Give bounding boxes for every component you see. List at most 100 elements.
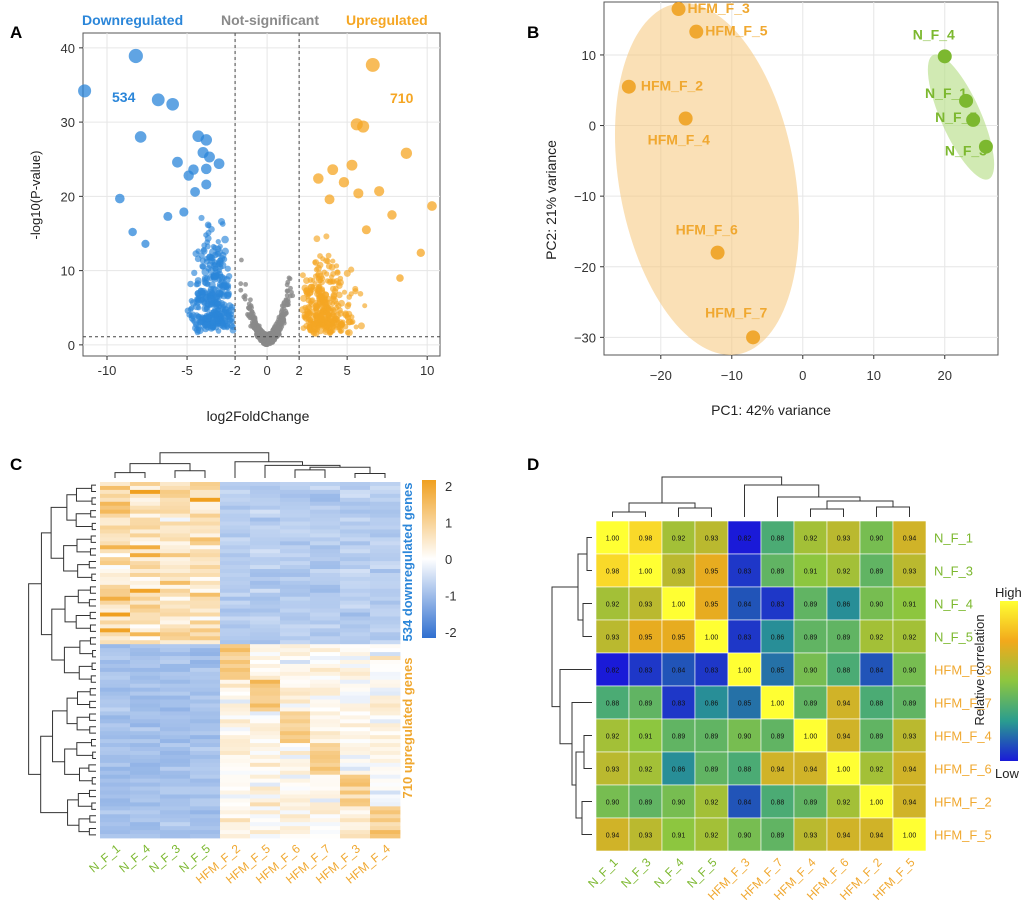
- heatmap-cell: [190, 608, 221, 613]
- down-point: [219, 315, 225, 322]
- heatmap-cell: [160, 750, 191, 756]
- heatmap-cell: [250, 699, 281, 704]
- row-dendrogram-branch: [90, 535, 96, 543]
- correlation-value: 0.93: [903, 734, 917, 741]
- heatmap-cell: [370, 501, 401, 507]
- heatmap-cell: [100, 675, 131, 681]
- row-dendrogram-branch: [63, 545, 78, 572]
- correlation-value: 0.89: [672, 734, 686, 741]
- heatmap-cell: [250, 509, 281, 515]
- heatmap-cell: [190, 707, 221, 712]
- heatmap-cell: [340, 489, 371, 495]
- ns-point: [254, 331, 260, 337]
- heatmap-cell: [250, 822, 281, 827]
- heatmap-cell: [220, 600, 251, 606]
- down-point: [225, 311, 232, 318]
- up-point: [330, 270, 337, 277]
- heatmap-cell: [220, 747, 251, 752]
- down-point: [218, 218, 225, 226]
- correlation-cell: [694, 685, 729, 720]
- heatmap-cell: [340, 679, 371, 685]
- heatmap-cell: [100, 517, 131, 522]
- heatmap-cell: [250, 790, 281, 795]
- heatmap-cell: [160, 489, 191, 495]
- correlation-value: 0.92: [639, 767, 653, 774]
- heatmap-cell: [370, 802, 401, 807]
- heatmap-cell: [340, 652, 371, 657]
- heatmap-cell: [340, 497, 371, 503]
- heatmap-cell: [220, 663, 251, 669]
- heatmap-cell: [250, 750, 281, 756]
- correlation-cell: [595, 817, 630, 852]
- heatmap-cell: [340, 770, 371, 776]
- heatmap-cell: [340, 739, 371, 744]
- heatmap-cell: [370, 715, 401, 720]
- heatmap-cell: [220, 711, 251, 716]
- heatmap-cell: [250, 537, 281, 542]
- heatmap-cell: [100, 553, 131, 558]
- heatmap-cell: [160, 640, 191, 645]
- heatmap-cell: [310, 667, 341, 673]
- heatmap-cell: [130, 632, 161, 637]
- correlation-cell: [694, 751, 729, 786]
- heatmap-cell: [370, 671, 401, 677]
- correlation-cell: [727, 619, 762, 654]
- heatmap-cell: [100, 628, 131, 633]
- heatmap-cell: [160, 758, 191, 764]
- heatmap-cell: [280, 517, 311, 522]
- heatmap-cell: [250, 727, 281, 732]
- heatmap-cell: [310, 766, 341, 772]
- correlation-value: 0.83: [738, 635, 752, 642]
- heatmap-cell: [220, 652, 251, 657]
- correlation-cell: [892, 553, 927, 588]
- correlation-value: 0.95: [639, 635, 653, 642]
- up-point: [400, 147, 413, 159]
- heatmap-cell: [220, 758, 251, 764]
- heatmap-cell: [220, 806, 251, 811]
- heatmap-cell: [280, 656, 311, 661]
- heatmap-cell: [280, 592, 311, 598]
- heatmap-cell: [220, 778, 251, 784]
- heatmap-cell: [160, 699, 191, 704]
- y-tick-label: 0: [68, 338, 75, 353]
- heatmap-cell: [130, 818, 161, 823]
- correlation-cell: [892, 652, 927, 687]
- correlation-value: 0.85: [738, 701, 752, 708]
- row-dendrogram-branch: [89, 815, 96, 823]
- heatmap-cell: [280, 735, 311, 740]
- heatmap-cell: [160, 513, 191, 518]
- ns-point: [238, 287, 244, 293]
- heatmap-cell: [280, 493, 311, 499]
- heatmap-cell: [130, 541, 161, 546]
- heatmap-cell: [310, 802, 341, 807]
- heatmap-cell: [220, 493, 251, 499]
- up-point: [311, 320, 318, 328]
- down-point: [192, 324, 199, 332]
- down-point: [213, 315, 220, 322]
- correlation-cell: [661, 751, 696, 786]
- heatmap-cell: [130, 770, 161, 776]
- heatmap-cell: [220, 557, 251, 562]
- heatmap-cell: [280, 580, 311, 586]
- heatmap-cell: [280, 584, 311, 590]
- heatmap-cell: [130, 565, 161, 570]
- heatmap-cell: [100, 762, 131, 768]
- heatmap-cell: [100, 699, 131, 704]
- heatmap-cell: [220, 620, 251, 625]
- ns-point: [242, 296, 248, 302]
- down-point: [218, 254, 226, 262]
- heatmap-cell: [250, 489, 281, 495]
- heatmap-cell: [280, 525, 311, 530]
- heatmap-cell: [370, 719, 401, 724]
- heatmap-cell: [280, 604, 311, 609]
- row-dendrogram-branch: [586, 537, 592, 571]
- heatmap-cell: [310, 537, 341, 542]
- heatmap-cell: [160, 604, 191, 609]
- heatmap-cell: [310, 596, 341, 602]
- heatmap-cell: [250, 612, 281, 617]
- heatmap-cell: [100, 830, 131, 835]
- heatmap-cell: [280, 497, 311, 503]
- heatmap-cell: [310, 529, 341, 534]
- row-dendrogram-branch: [89, 586, 96, 594]
- heatmap-cell: [370, 569, 401, 574]
